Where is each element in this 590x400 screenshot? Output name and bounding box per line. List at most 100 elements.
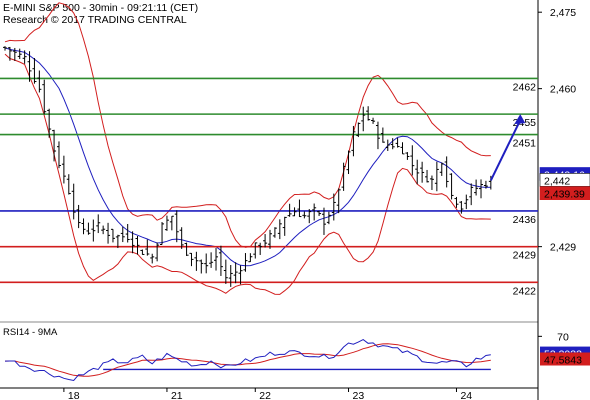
candle xyxy=(263,234,268,248)
candle xyxy=(429,175,434,190)
candle xyxy=(145,239,150,256)
x-tick-label: 23 xyxy=(353,390,365,400)
candle xyxy=(243,253,248,272)
candle xyxy=(233,262,238,284)
candle xyxy=(410,145,415,176)
rsi-line xyxy=(4,339,491,382)
x-tick-label: 24 xyxy=(460,390,472,400)
candle xyxy=(42,79,47,115)
candle xyxy=(189,252,194,267)
candle xyxy=(282,216,287,236)
candle xyxy=(336,188,341,214)
candle xyxy=(71,183,76,220)
candle xyxy=(12,47,17,61)
candle xyxy=(174,210,179,243)
candle xyxy=(150,253,155,264)
candle xyxy=(238,265,243,285)
candle xyxy=(434,161,439,192)
candle xyxy=(125,224,130,243)
candle xyxy=(56,141,61,169)
candle xyxy=(425,169,430,183)
candle xyxy=(253,242,258,259)
candle xyxy=(321,207,326,235)
candle xyxy=(287,203,292,217)
rsi-ma-line xyxy=(4,343,491,377)
projection-arrow-line xyxy=(489,119,522,181)
candle xyxy=(444,156,449,188)
candle xyxy=(326,211,331,225)
candle xyxy=(3,46,7,51)
candle xyxy=(140,249,145,255)
candle xyxy=(312,203,317,221)
candle xyxy=(356,122,361,138)
candle xyxy=(66,174,71,195)
candle xyxy=(184,242,189,256)
candle xyxy=(248,253,253,263)
candle xyxy=(101,225,106,235)
price-tag xyxy=(539,186,590,200)
candle xyxy=(120,226,125,243)
candle xyxy=(317,210,322,216)
level-label-2429: 2429 xyxy=(513,250,537,262)
candle xyxy=(47,108,52,138)
price-tag xyxy=(539,173,590,187)
candle xyxy=(366,106,371,121)
x-tick-label: 22 xyxy=(259,390,271,400)
candle xyxy=(37,70,42,93)
candle xyxy=(130,231,135,254)
candle xyxy=(164,215,169,231)
candle xyxy=(464,194,469,210)
y-tick-label: 2,429 xyxy=(550,242,576,254)
candle xyxy=(223,259,228,284)
candle xyxy=(199,259,204,274)
candle xyxy=(32,57,37,84)
candle xyxy=(395,137,400,148)
candle xyxy=(454,196,459,208)
candle xyxy=(361,106,366,132)
candle xyxy=(155,242,160,262)
x-tick-label: 18 xyxy=(68,390,80,400)
candle xyxy=(272,227,277,238)
y-tick-label: 2,475 xyxy=(550,7,576,19)
candle xyxy=(346,150,351,175)
projection-arrow-head xyxy=(514,114,526,125)
candle xyxy=(106,222,111,244)
candle xyxy=(209,252,214,268)
lower-band-line xyxy=(4,53,491,295)
candle xyxy=(469,183,474,206)
rsi-title: RSI14 - 9MA xyxy=(3,327,58,338)
candle xyxy=(479,179,484,199)
candle xyxy=(194,251,199,271)
candle xyxy=(214,248,219,271)
candle xyxy=(228,265,233,287)
copyright-text: Research © 2017 TRADING CENTRAL xyxy=(3,14,187,26)
rsi-tag-label: 47.5843 xyxy=(544,354,582,366)
candle xyxy=(160,222,165,246)
candle xyxy=(96,214,101,234)
candle xyxy=(400,142,405,155)
candle xyxy=(135,235,140,255)
candle xyxy=(292,207,297,217)
level-label-2451: 2451 xyxy=(513,138,537,150)
candle xyxy=(459,201,464,214)
candle xyxy=(22,50,27,64)
candle xyxy=(76,204,81,229)
candle xyxy=(474,179,479,196)
moving-average-line xyxy=(4,47,491,267)
candle xyxy=(17,48,22,60)
candle xyxy=(302,211,307,219)
candle xyxy=(380,127,385,143)
level-label-2422: 2422 xyxy=(513,285,537,297)
candle xyxy=(371,117,376,124)
candle xyxy=(61,155,66,184)
candle xyxy=(483,180,488,189)
candle xyxy=(375,121,380,150)
candle xyxy=(449,173,454,200)
candle xyxy=(204,253,209,274)
candle xyxy=(268,229,272,249)
level-label-2462: 2462 xyxy=(513,81,537,93)
candle xyxy=(390,138,395,150)
candle xyxy=(91,219,96,242)
x-tick-label: 21 xyxy=(171,390,183,400)
